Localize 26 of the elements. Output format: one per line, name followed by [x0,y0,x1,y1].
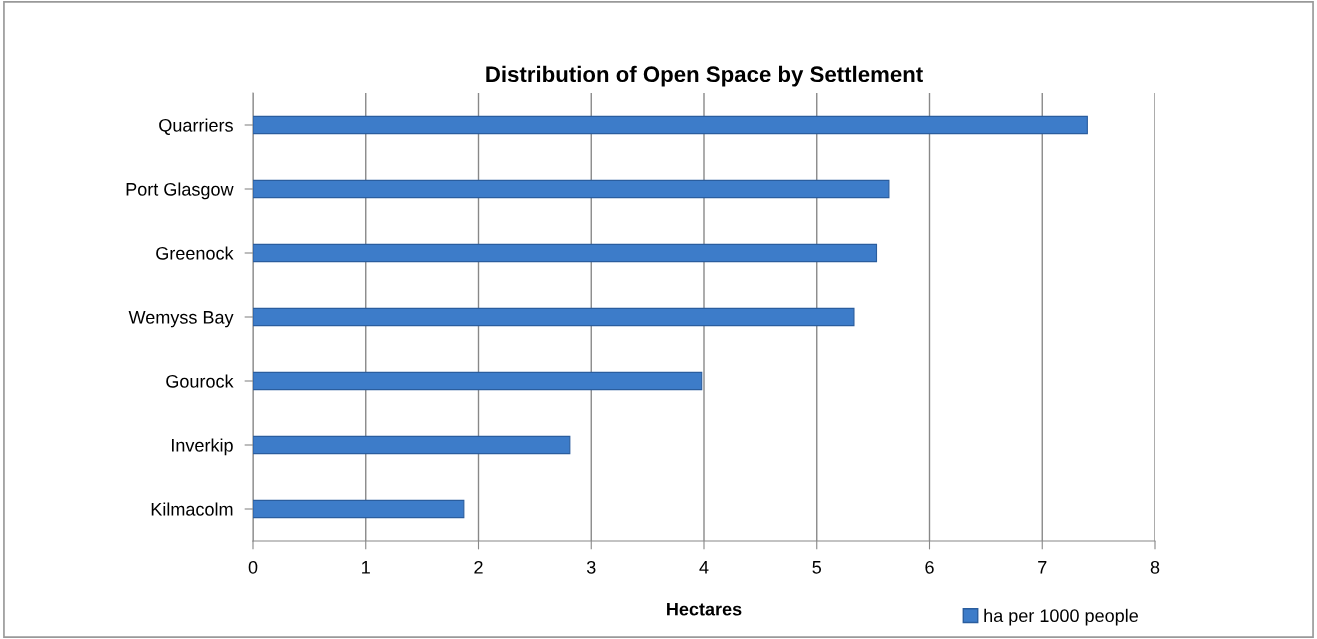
x-tick-label: 2 [474,560,483,574]
chart-title: Distribution of Open Space by Settlement [486,65,923,87]
y-tick-label: Wemyss Bay [128,311,234,328]
bar [253,115,1088,135]
y-tick-label: Port Glasgow [126,182,234,200]
y-tick-label: Kilmacolm [151,502,233,516]
bar [253,371,703,391]
y-tick-label: Quarriers [159,118,233,135]
bar [253,435,571,455]
x-tick-label: 5 [812,561,822,574]
y-tick-label: Gourock [166,374,234,388]
y-tick-label: Inverkip [172,438,233,456]
bar [253,243,878,263]
bar [253,307,855,327]
x-tick-label: 3 [586,560,596,574]
x-tick-label: 8 [1150,560,1160,574]
x-tick-label: 6 [925,560,934,574]
y-tick-label: Greenock [156,246,234,260]
x-axis-title: Hectares [667,602,742,616]
x-tick-label: 0 [248,560,258,574]
x-tick-label: 4 [699,561,709,574]
bar [253,499,465,519]
bar [253,179,890,199]
x-tick-label: 7 [1038,561,1047,574]
legend-label: ha per 1000 people [984,608,1138,626]
x-tick-label: 1 [362,561,370,574]
